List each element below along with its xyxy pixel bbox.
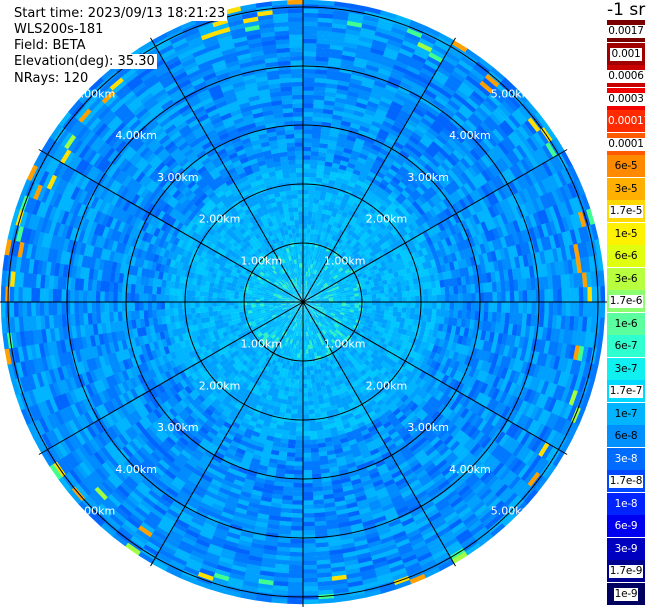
range-ring-label: 3.00km <box>157 421 199 434</box>
range-ring-label: 3.00km <box>407 171 449 184</box>
range-ring-label: 1.00km <box>324 254 366 267</box>
polar-grid <box>0 0 608 607</box>
azimuth-spoke <box>38 149 304 303</box>
colorbar-tick-label: 1e-7 <box>614 407 638 420</box>
colorbar-tick-label: 0.0006 <box>607 70 645 83</box>
colorbar-tick-label: 6e-6 <box>614 250 638 262</box>
colorbar-tick-label: 1.7e-8 <box>608 475 644 488</box>
colorbar-tick-label: 6e-7 <box>614 340 638 352</box>
range-ring-label: 2.00km <box>366 379 408 392</box>
colorbar-cell: 1e-8 <box>607 492 645 515</box>
colorbar-tick-label: 1e-9 <box>613 587 639 601</box>
colorbar-cell: 6e-7 <box>607 335 645 357</box>
colorbar-cell: 0.0006 <box>607 65 645 87</box>
colorbar-cell: 3e-6 <box>607 267 645 290</box>
instrument-label: WLS200s-181 <box>12 22 106 37</box>
range-ring-label: 4.00km <box>449 463 491 476</box>
colorbar-cell: 0.00017 <box>607 110 647 132</box>
colorbar-tick-label: 3e-6 <box>614 272 638 285</box>
colorbar-cell: 0.0001 <box>607 132 645 155</box>
start-time-label: Start time: 2023/09/13 18:21:23 <box>12 6 228 21</box>
colorbar-cell: 6e-6 <box>607 245 645 267</box>
colorbar-cell: 1.7e-7 <box>607 380 645 402</box>
colorbar-cell: 6e-8 <box>607 425 645 447</box>
azimuth-spoke <box>150 37 304 303</box>
colorbar-units: -1 sr <box>607 0 646 20</box>
colorbar-tick-label: 0.00017 <box>608 115 647 127</box>
azimuth-spoke <box>302 301 456 567</box>
colorbar-cell: 1.7e-6 <box>607 290 645 312</box>
range-ring-label: 3.00km <box>407 421 449 434</box>
azimuth-spoke <box>38 301 304 455</box>
azimuth-spoke <box>302 149 568 303</box>
colorbar-tick-label: 1.7e-6 <box>608 295 644 308</box>
colorbar-tick-label: 0.0001 <box>607 137 645 151</box>
colorbar-tick-label: 6e-5 <box>614 160 638 172</box>
field-label: Field: BETA <box>12 38 88 53</box>
colorbar-tick-label: 1.7e-5 <box>608 205 644 218</box>
azimuth-spoke <box>302 301 568 455</box>
colorbar-cell: 1e-9 <box>607 582 645 605</box>
colorbar-cell: 1e-7 <box>607 402 645 425</box>
nrays-label: NRays: 120 <box>12 71 91 86</box>
colorbar-cell: 1.7e-9 <box>607 560 645 582</box>
range-ring-label: 4.00km <box>449 129 491 142</box>
colorbar-cell: 1e-5 <box>607 222 645 245</box>
colorbar-tick-label: 3e-9 <box>614 542 638 555</box>
colorbar-cell: 1.7e-5 <box>607 200 645 222</box>
colorbar-cell: 3e-7 <box>607 357 645 380</box>
range-ring-labels: 1.00km 1.00km 1.00km 1.00km 2.00km 2.00km 2.00… <box>74 87 533 517</box>
range-ring-label: 5.00km <box>74 505 116 518</box>
colorbar-cell: 1.7e-8 <box>607 470 645 492</box>
beta-field-image <box>0 0 606 605</box>
range-ring-label: 1.00km <box>240 254 282 267</box>
range-ring-label: 5.00km <box>491 505 533 518</box>
colorbar: 0.0017 0.001 0.0006 0.0003 0.00017 0.0001 6e-5… <box>607 20 647 607</box>
colorbar-tick-label: 6e-8 <box>614 430 638 442</box>
range-ring-label: 2.00km <box>366 213 408 226</box>
range-ring-label: 3.00km <box>157 171 199 184</box>
colorbar-cell: 6e-5 <box>607 155 645 177</box>
elevation-label: Elevation(deg): 35.30 <box>12 54 157 69</box>
colorbar-cell: 0.001 <box>607 42 645 65</box>
range-ring-label: 2.00km <box>199 379 241 392</box>
colorbar-cell: 1e-6 <box>607 312 645 335</box>
colorbar-tick-label: 3e-7 <box>614 362 638 375</box>
colorbar-tick-label: 3e-8 <box>614 452 638 465</box>
range-ring-label: 1.00km <box>240 338 282 351</box>
colorbar-cell: 3e-5 <box>607 177 645 200</box>
colorbar-tick-label: 0.001 <box>610 47 642 61</box>
colorbar-cell: 6e-9 <box>607 515 645 537</box>
colorbar-cell: 3e-8 <box>607 447 645 470</box>
colorbar-tick-label: 1e-8 <box>614 497 638 510</box>
range-ring-label: 2.00km <box>199 213 241 226</box>
colorbar-cell: 0.0003 <box>607 87 645 110</box>
colorbar-tick-label: 6e-9 <box>614 520 638 532</box>
range-ring-label: 1.00km <box>324 338 366 351</box>
colorbar-tick-label: 0.0003 <box>607 92 645 106</box>
range-ring-label: 4.00km <box>115 129 157 142</box>
colorbar-cell: 0.0017 <box>607 20 645 42</box>
colorbar-tick-label: 1.7e-7 <box>608 385 644 398</box>
azimuth-spoke <box>302 37 456 303</box>
colorbar-tick-label: 3e-5 <box>614 182 638 195</box>
range-ring-label: 5.00km <box>74 87 116 100</box>
colorbar-tick-label: 1e-5 <box>614 227 638 240</box>
colorbar-tick-label: 1e-6 <box>614 317 638 330</box>
azimuth-spoke <box>150 301 304 567</box>
colorbar-tick-label: 1.7e-9 <box>608 565 644 578</box>
range-ring-label: 4.00km <box>115 463 157 476</box>
colorbar-cell: 3e-9 <box>607 537 645 560</box>
range-ring-label: 5.00km <box>491 87 533 100</box>
colorbar-tick-label: 0.0017 <box>607 25 645 38</box>
